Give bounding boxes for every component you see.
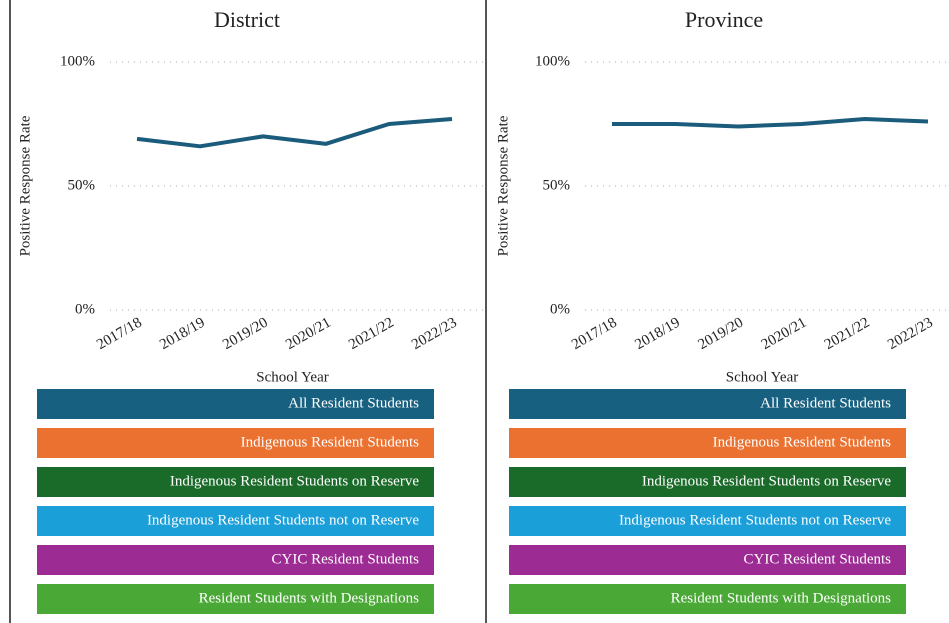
x-tick-label: 2020/21: [759, 315, 810, 353]
legend-button[interactable]: [37, 584, 434, 614]
legend-label[interactable]: CYIC Resident Students: [743, 551, 891, 567]
legend-label[interactable]: Indigenous Resident Students on Reserve: [642, 473, 891, 489]
legend-button[interactable]: [37, 467, 434, 497]
legend-button[interactable]: [509, 506, 906, 536]
legend-button[interactable]: [509, 467, 906, 497]
legend-label[interactable]: Indigenous Resident Students not on Rese…: [619, 512, 891, 528]
legend-button[interactable]: [37, 545, 434, 575]
series-line: [136, 117, 453, 149]
x-tick-label: 2021/22: [346, 315, 397, 353]
legend-button[interactable]: [37, 506, 434, 536]
chart-title: Province: [685, 7, 763, 32]
x-tick-label: 2017/18: [94, 315, 145, 353]
y-tick-label: 100%: [535, 53, 570, 69]
y-tick-label: 100%: [60, 53, 95, 69]
y-tick-label: 0%: [550, 301, 570, 317]
y-axis-label: Positive Response Rate: [17, 115, 33, 256]
legend-button[interactable]: [37, 428, 434, 458]
legend-label[interactable]: CYIC Resident Students: [271, 551, 419, 567]
legend-label[interactable]: Indigenous Resident Students not on Rese…: [147, 512, 419, 528]
series-line: [612, 117, 929, 129]
x-tick-label: 2018/19: [157, 315, 208, 353]
legend-label[interactable]: Resident Students with Designations: [199, 590, 420, 606]
legend-label[interactable]: Resident Students with Designations: [671, 590, 892, 606]
x-tick-label: 2022/23: [885, 315, 936, 353]
legend-label[interactable]: Indigenous Resident Students: [713, 434, 891, 450]
y-tick-label: 50%: [68, 177, 96, 193]
legend-label[interactable]: Indigenous Resident Students: [241, 434, 419, 450]
legend-label[interactable]: Indigenous Resident Students on Reserve: [170, 473, 419, 489]
x-tick-label: 2019/20: [696, 315, 747, 353]
x-tick-label: 2021/22: [822, 315, 873, 353]
legend-button[interactable]: [509, 428, 906, 458]
y-tick-label: 0%: [75, 301, 95, 317]
x-axis-label: School Year: [726, 369, 799, 385]
x-tick-label: 2020/21: [283, 315, 334, 353]
x-tick-label: 2018/19: [632, 315, 683, 353]
x-tick-label: 2022/23: [409, 315, 460, 353]
x-tick-label: 2017/18: [569, 315, 620, 353]
legend-button[interactable]: [509, 584, 906, 614]
x-axis-label: School Year: [256, 369, 329, 385]
legend-button[interactable]: [509, 545, 906, 575]
legend-label[interactable]: All Resident Students: [288, 395, 419, 411]
legend-button[interactable]: [37, 389, 434, 419]
legend-button[interactable]: [509, 389, 906, 419]
chart-title: District: [214, 7, 280, 32]
legend-label[interactable]: All Resident Students: [760, 395, 891, 411]
y-axis-label: Positive Response Rate: [495, 115, 511, 256]
x-tick-label: 2019/20: [220, 315, 271, 353]
y-tick-label: 50%: [543, 177, 571, 193]
